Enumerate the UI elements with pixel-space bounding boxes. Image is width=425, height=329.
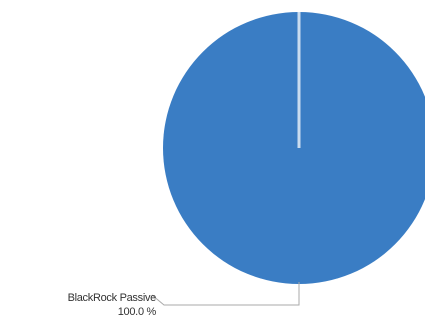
- slice-label-value: 100.0 %: [117, 306, 157, 318]
- pie-slice: [163, 12, 425, 284]
- slice-label: BlackRock Passive 100.0 %: [6, 291, 157, 319]
- label-leader-line: [151, 282, 300, 306]
- slice-label-name: BlackRock Passive: [67, 292, 157, 304]
